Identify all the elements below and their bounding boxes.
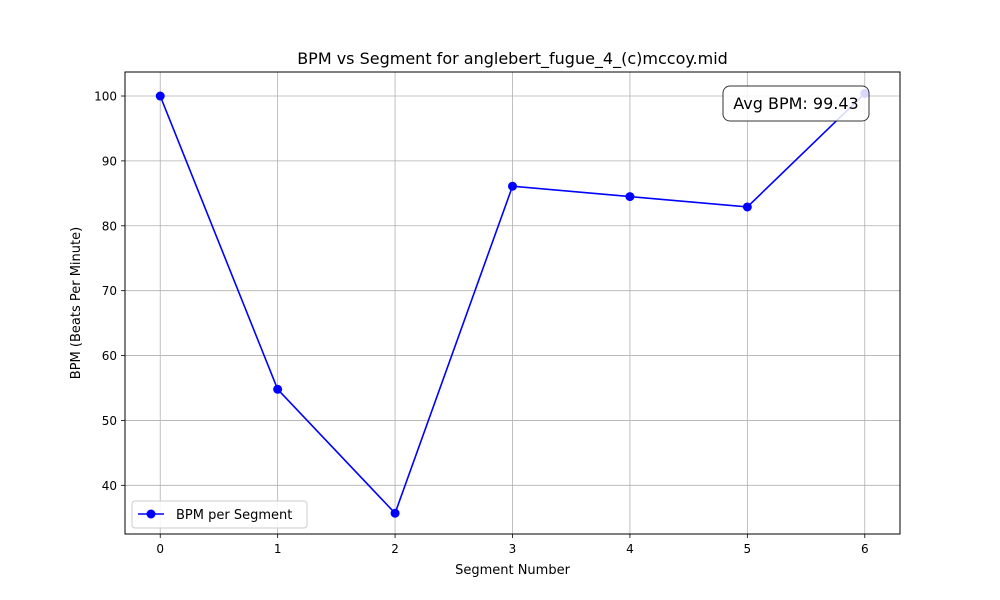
data-point — [273, 384, 283, 394]
y-axis-label: BPM (Beats Per Minute) — [69, 227, 84, 379]
data-point — [155, 91, 165, 101]
series-layer — [155, 88, 870, 518]
x-tick-label: 3 — [509, 542, 517, 556]
legend-box — [131, 500, 308, 529]
x-tick-label: 0 — [156, 542, 164, 556]
annotation-box — [722, 85, 870, 122]
plot-frame — [124, 71, 901, 535]
chart-title: BPM vs Segment for anglebert_fugue_4_(c)… — [297, 49, 728, 69]
data-point — [625, 192, 635, 202]
x-tick-label: 2 — [391, 542, 399, 556]
y-tick-label: 40 — [102, 479, 117, 493]
y-tick-label: 70 — [102, 284, 117, 298]
legend-marker — [146, 509, 156, 519]
y-tick-label: 60 — [102, 349, 117, 363]
x-axis-label: Segment Number — [455, 563, 571, 578]
x-tick-label: 5 — [744, 542, 752, 556]
y-tick-label: 100 — [94, 90, 117, 104]
y-tick-label: 80 — [102, 219, 117, 233]
y-tick-label: 90 — [102, 154, 117, 168]
y-axis-ticks: 40 50 60 70 80 90 100 — [94, 90, 125, 493]
x-tick-label: 4 — [626, 542, 634, 556]
legend-label: BPM per Segment — [176, 508, 292, 523]
data-point — [742, 202, 752, 212]
annotation-text: Avg BPM: 99.43 — [733, 94, 858, 113]
data-point — [390, 508, 400, 518]
x-tick-label: 6 — [861, 542, 869, 556]
x-axis-ticks: 0 1 2 3 4 5 6 — [156, 534, 869, 556]
y-tick-label: 50 — [102, 414, 117, 428]
data-point — [508, 181, 517, 191]
grid-lines — [125, 72, 900, 534]
avg-bpm-annotation: Avg BPM: 99.43 — [722, 85, 870, 122]
x-tick-label: 1 — [274, 542, 282, 556]
legend: BPM per Segment — [131, 500, 308, 529]
